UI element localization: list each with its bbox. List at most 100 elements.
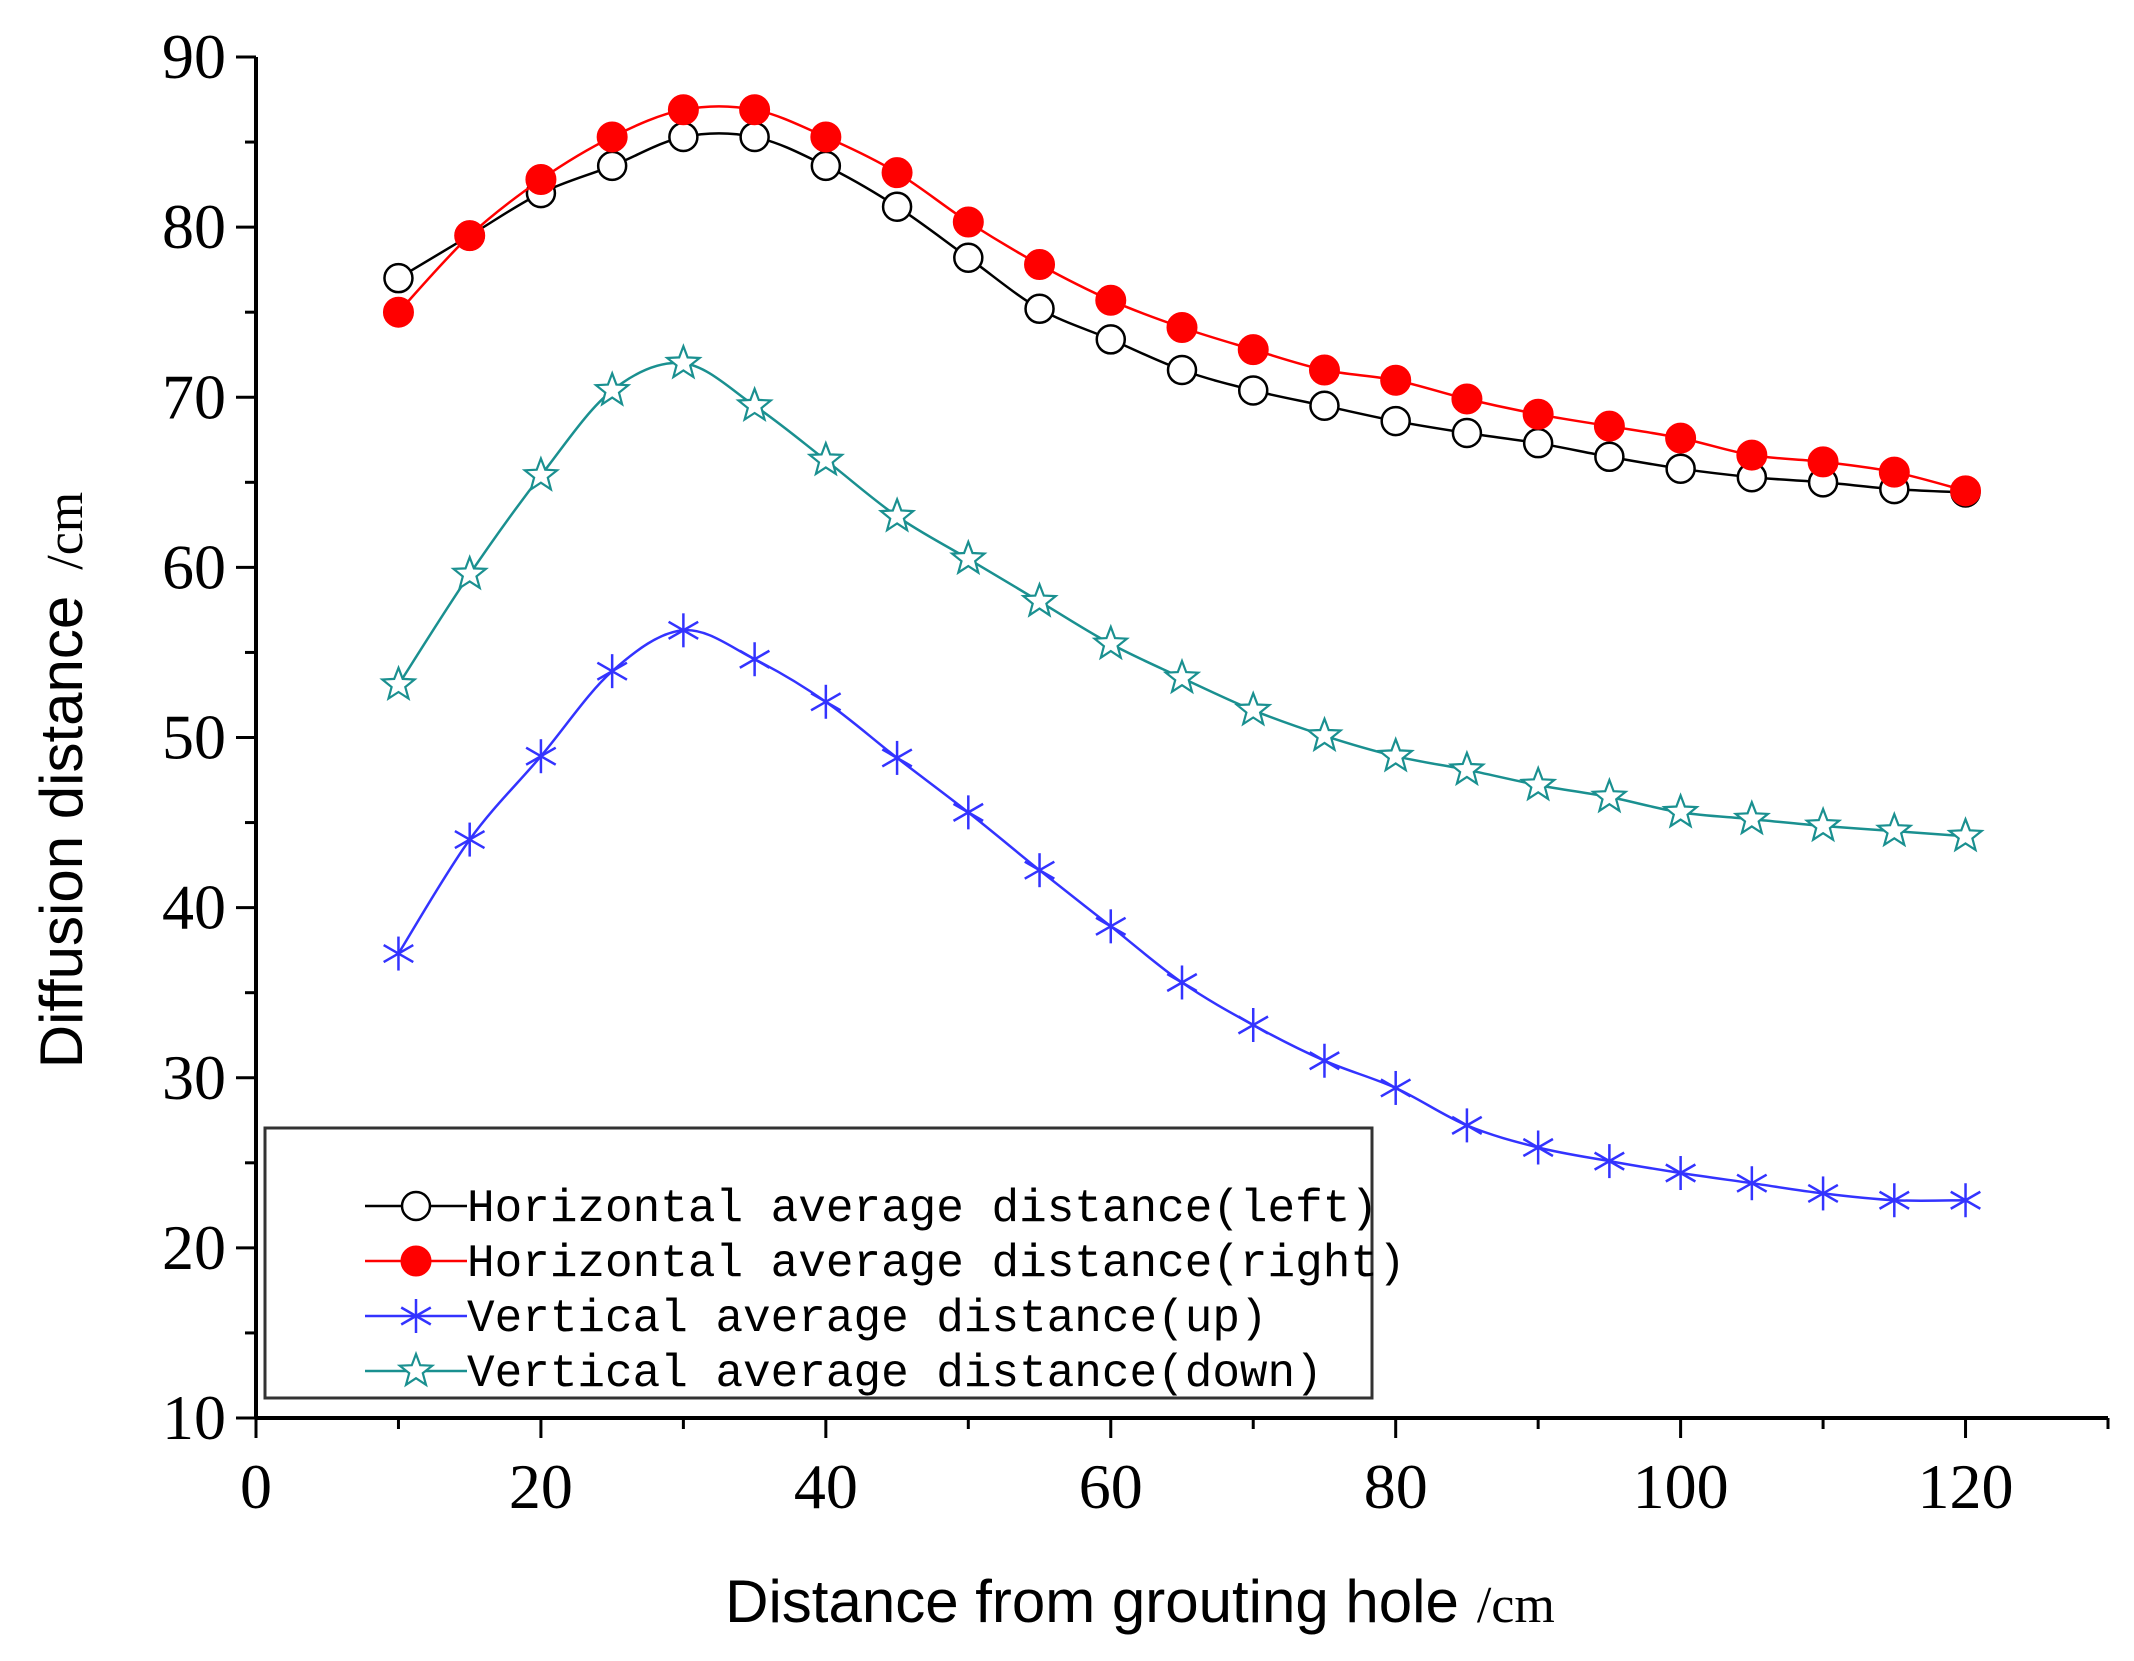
data-point (454, 822, 486, 857)
data-point (1309, 1043, 1340, 1078)
data-point (1380, 405, 1411, 437)
data-point (1732, 799, 1771, 836)
x-tick-label: 60 (1079, 1451, 1143, 1522)
x-axis-title: Distance from grouting hole /cm (725, 1568, 1555, 1635)
legend-label: Vertical average distance(up) (467, 1293, 1268, 1345)
data-point (739, 121, 770, 153)
data-point (1166, 965, 1198, 1000)
x-tick-label: 80 (1364, 1451, 1428, 1522)
y-tick-label: 70 (162, 361, 226, 432)
legend: Horizontal average distance(left)Horizon… (263, 1126, 1406, 1400)
data-point (739, 642, 771, 677)
data-point (1024, 249, 1056, 281)
data-point (881, 191, 913, 222)
data-point (1308, 354, 1340, 386)
data-point (1376, 736, 1415, 773)
x-tick-label: 120 (1918, 1451, 2014, 1522)
data-point (1950, 475, 1982, 507)
series-line (397, 361, 1966, 838)
data-point (953, 242, 984, 273)
data-point (1091, 623, 1130, 661)
data-point (525, 739, 557, 774)
legend-marker (400, 1245, 432, 1277)
data-point (1237, 334, 1269, 366)
data-point (1380, 364, 1412, 396)
x-axis-label: Distance from grouting hole (725, 1568, 1459, 1635)
y-tick-label: 20 (162, 1212, 226, 1283)
series-layer (379, 94, 1985, 1218)
data-point (806, 440, 845, 477)
legend-label: Vertical average distance(down) (467, 1348, 1323, 1400)
data-point (1380, 1070, 1412, 1105)
data-point (1024, 853, 1055, 888)
data-point (881, 740, 913, 775)
data-point (810, 121, 842, 153)
y-axis-label: Diffusion distance (28, 596, 95, 1069)
y-tick-label: 40 (162, 872, 226, 943)
data-point (1237, 1008, 1269, 1043)
data-point (1736, 1166, 1768, 1201)
legend-marker (400, 1190, 432, 1222)
data-point (1522, 427, 1554, 459)
ticks: 0 20 40 60 80 100 120 10 20 30 40 50 60 70 80 90 (162, 21, 2110, 1522)
data-point (1593, 410, 1625, 442)
data-point (1807, 446, 1839, 478)
x-tick-label: 100 (1633, 1451, 1729, 1522)
data-point (1665, 453, 1696, 484)
data-point (667, 94, 699, 126)
data-point (810, 150, 842, 182)
data-point (1665, 1156, 1697, 1191)
data-point (1950, 1183, 1981, 1218)
legend-label: Horizontal average distance(right) (467, 1238, 1406, 1290)
data-point (1166, 354, 1198, 386)
data-point (525, 163, 557, 195)
series-3 (379, 343, 1985, 853)
y-tick-label: 50 (162, 702, 226, 773)
data-point (1451, 383, 1483, 415)
data-point (1451, 1108, 1483, 1143)
data-point (1519, 764, 1558, 802)
x-tick-label: 20 (509, 1451, 573, 1522)
data-point (877, 496, 917, 533)
data-point (454, 220, 486, 252)
x-axis-unit: /cm (1477, 1577, 1555, 1634)
data-point (952, 206, 984, 238)
series-line (397, 105, 1966, 493)
data-point (735, 385, 774, 423)
data-point (593, 370, 632, 407)
legend-marker (396, 1350, 436, 1388)
series-1 (382, 94, 1982, 507)
data-point (1451, 417, 1483, 449)
y-tick-label: 80 (162, 191, 226, 262)
data-point (1594, 441, 1625, 473)
data-point (1305, 715, 1344, 753)
data-point (1593, 1144, 1625, 1179)
data-point (1166, 311, 1198, 343)
legend-box (263, 1126, 1374, 1400)
data-point (667, 613, 699, 648)
data-point (881, 157, 913, 189)
data-point (379, 664, 418, 702)
data-point (1661, 792, 1700, 829)
data-point (1024, 293, 1055, 325)
data-point (1522, 1130, 1554, 1165)
x-tick-label: 40 (794, 1451, 858, 1522)
y-tick-label: 30 (162, 1042, 226, 1113)
data-point (1447, 749, 1487, 787)
data-point (383, 936, 414, 971)
legend-entries: Horizontal average distance(left)Horizon… (365, 1183, 1406, 1400)
legend-entry: Horizontal average distance(left) (365, 1183, 1378, 1235)
data-point (383, 262, 414, 294)
data-point (596, 150, 628, 182)
data-point (1878, 1183, 1910, 1218)
data-point (668, 121, 699, 153)
legend-label: Horizontal average distance(left) (467, 1183, 1378, 1235)
data-point (952, 795, 984, 830)
data-point (949, 538, 988, 576)
data-point (1095, 284, 1127, 316)
series-line (397, 629, 1966, 1202)
series-2 (383, 613, 1981, 1218)
legend-entry: Vertical average distance(down) (365, 1348, 1323, 1400)
legend-marker (400, 1299, 432, 1333)
